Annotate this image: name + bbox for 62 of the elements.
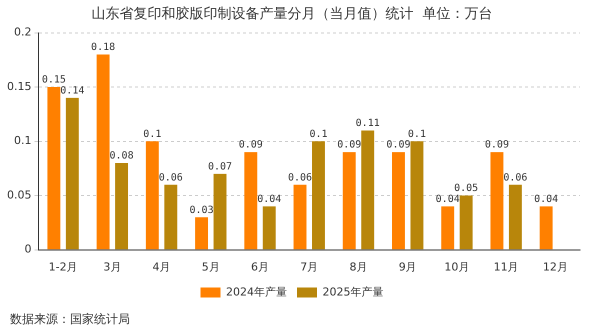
x-tick-label: 11月 [494, 260, 519, 274]
bar [47, 87, 60, 250]
data-label: 0.15 [42, 74, 66, 86]
legend-label: 2025年产量 [322, 285, 384, 298]
x-tick-label: 5月 [202, 260, 220, 274]
data-label: 0.09 [238, 140, 263, 151]
bar [392, 152, 405, 250]
x-tick-label: 10月 [444, 260, 470, 274]
bar [214, 174, 226, 250]
bar [244, 152, 258, 250]
x-tick-label: 3月 [103, 260, 122, 274]
legend-label: 2024年产量 [226, 285, 288, 298]
y-tick-label: 0.2 [14, 26, 32, 39]
bar [294, 184, 306, 250]
bar [441, 206, 454, 250]
y-tick-label: 0.15 [6, 80, 32, 93]
x-tick-label: 12月 [542, 260, 568, 274]
bar [96, 54, 110, 250]
bar [460, 196, 473, 250]
bar [115, 163, 128, 250]
data-label: 0.1 [408, 128, 426, 140]
x-tick-label: 7月 [300, 260, 318, 274]
data-label: 0.07 [208, 161, 232, 172]
data-label: 0.09 [386, 140, 411, 151]
data-label: 0.04 [257, 194, 282, 205]
y-tick-label: 0 [24, 242, 32, 256]
data-label: 0.06 [158, 172, 183, 184]
data-label: 0.1 [143, 128, 162, 140]
chart-title: 山东省复印和胶版印制设备产量分月（当月值）统计 单位：万台 [92, 6, 492, 22]
bar [312, 141, 325, 250]
data-label: 0.03 [190, 204, 214, 216]
bar [361, 130, 374, 250]
data-label: 0.09 [337, 140, 362, 151]
x-tick-label: 9月 [398, 260, 417, 274]
bar [66, 98, 79, 250]
data-label: 0.09 [484, 140, 509, 151]
x-tick-label: 8月 [349, 260, 368, 274]
bar [508, 184, 522, 250]
x-tick-label: 4月 [152, 260, 171, 274]
bar [540, 206, 553, 250]
data-label: 0.04 [534, 194, 558, 205]
data-label: 0.1 [309, 128, 328, 140]
data-label: 0.14 [60, 85, 84, 96]
y-tick-label: 0.05 [6, 188, 32, 202]
data-label: 0.18 [91, 42, 116, 54]
source-note: 数据来源：国家统计局 [10, 312, 130, 326]
x-tick-label: 6月 [251, 260, 270, 274]
data-label: 0.08 [110, 150, 134, 162]
y-tick-label: 0.1 [14, 134, 32, 148]
data-label: 0.11 [356, 118, 380, 130]
x-tick-label: 1-2月 [48, 260, 78, 274]
data-label: 0.05 [454, 183, 478, 194]
bar [410, 141, 424, 250]
data-label: 0.06 [288, 172, 312, 184]
bar [195, 217, 208, 250]
data-label: 0.06 [503, 172, 528, 184]
bar [262, 206, 276, 250]
bar [490, 152, 504, 250]
bar [146, 141, 159, 250]
data-label: 0.04 [436, 194, 460, 205]
bar [342, 152, 356, 250]
bar [164, 184, 178, 250]
